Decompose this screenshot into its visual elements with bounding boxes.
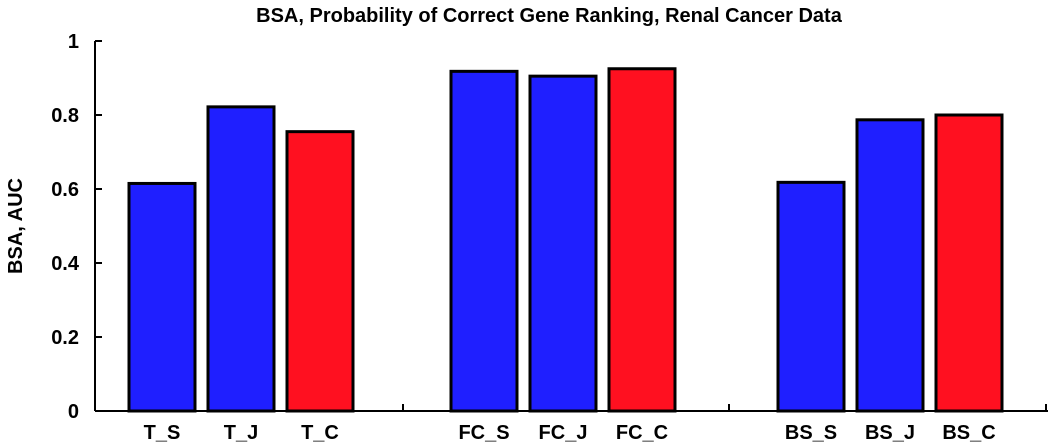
x-tick-label: BS_S <box>785 422 837 444</box>
x-tick-label: BS_C <box>942 422 995 444</box>
x-tick-label: T_C <box>301 422 339 444</box>
y-tick-label: 0.4 <box>51 253 80 275</box>
bar-bs-j <box>855 118 925 413</box>
x-tick-label: FC_S <box>458 422 509 444</box>
y-axis-label: BSA, AUC <box>5 178 27 274</box>
x-tick-label: BS_J <box>865 422 915 444</box>
x-tick-label: FC_J <box>539 422 588 444</box>
x-tick-label: FC_C <box>616 422 668 444</box>
chart-title: BSA, Probability of Correct Gene Ranking… <box>256 5 843 27</box>
bar-bs-c <box>934 113 1004 413</box>
y-tick-label: 0.6 <box>51 179 79 201</box>
plot-area: T_S T_J T_C FC_S FC_J FC_C BS_S BS_J BS_C 0 0.2 0.4… <box>51 31 1048 444</box>
y-tick-label: 1 <box>68 31 79 53</box>
bar-t-j <box>206 105 276 413</box>
y-tick-label: 0.8 <box>51 105 79 127</box>
bar-fc-s <box>449 69 519 413</box>
x-tick-label: T_S <box>144 422 181 444</box>
x-tick-label: T_J <box>224 422 258 444</box>
bar-fc-j <box>528 74 598 413</box>
bar-bs-s <box>776 180 846 413</box>
y-tick-label: 0.2 <box>51 327 79 349</box>
bar-t-s <box>127 181 197 413</box>
bar-t-c <box>285 130 355 413</box>
bar-fc-c <box>607 67 677 413</box>
y-tick-label: 0 <box>68 401 79 423</box>
